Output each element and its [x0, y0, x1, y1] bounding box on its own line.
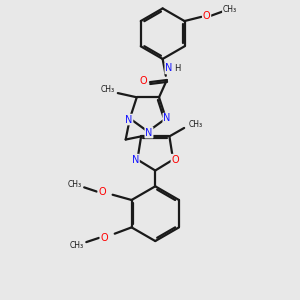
Text: H: H — [174, 64, 181, 73]
Text: O: O — [98, 187, 106, 196]
Text: CH₃: CH₃ — [100, 85, 114, 94]
Text: O: O — [203, 11, 210, 21]
Text: N: N — [145, 128, 153, 138]
Text: O: O — [100, 233, 108, 243]
Text: N: N — [132, 154, 139, 165]
Text: N: N — [165, 63, 172, 74]
Text: O: O — [140, 76, 148, 86]
Text: CH₃: CH₃ — [68, 180, 82, 189]
Text: N: N — [163, 113, 171, 124]
Text: CH₃: CH₃ — [70, 241, 84, 250]
Text: CH₃: CH₃ — [223, 5, 237, 14]
Text: O: O — [171, 154, 179, 165]
Text: CH₃: CH₃ — [189, 120, 203, 129]
Text: N: N — [125, 115, 133, 124]
